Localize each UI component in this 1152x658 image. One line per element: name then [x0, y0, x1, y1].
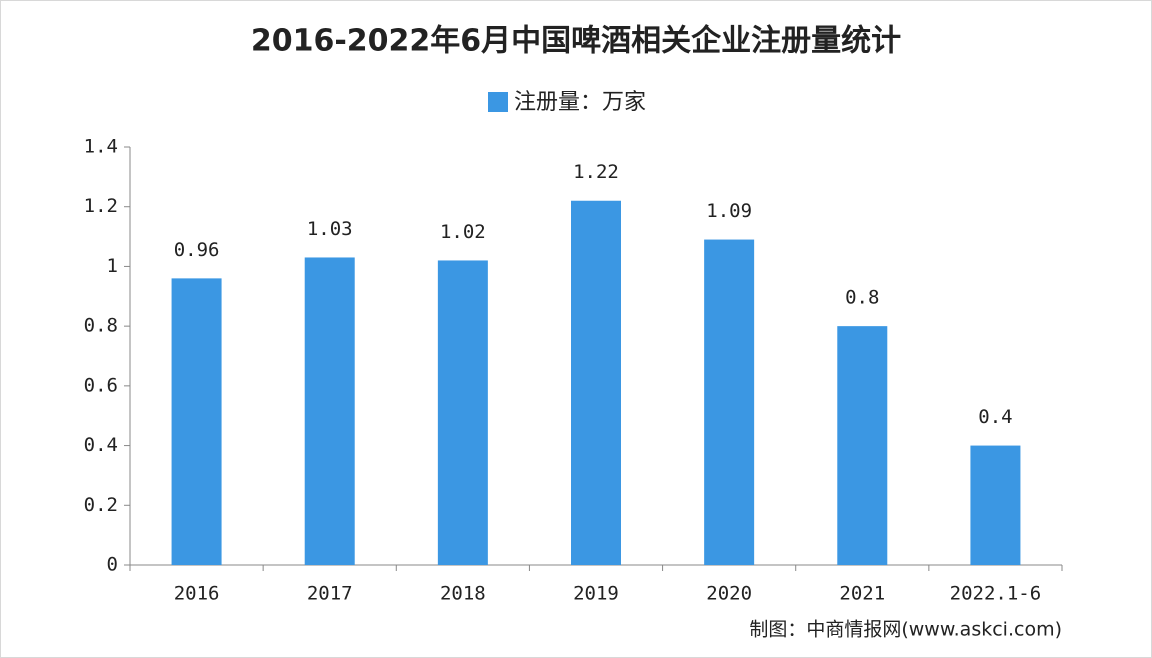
x-tick-label: 2022.1-6 — [950, 583, 1042, 605]
bar — [437, 260, 488, 565]
y-tick-label: 1.4 — [84, 136, 118, 158]
x-tick-label: 2016 — [174, 583, 220, 605]
bar — [571, 200, 621, 565]
x-tick-label: 2020 — [706, 583, 752, 605]
y-tick-label: 1 — [107, 255, 118, 277]
y-tick-label: 0 — [107, 554, 118, 576]
legend-label: 注册量：万家 — [514, 90, 646, 115]
bar — [304, 257, 355, 565]
data-label: 1.02 — [440, 221, 486, 243]
x-tick-label: 2021 — [839, 583, 885, 605]
bar — [970, 445, 1021, 565]
x-tick-label: 2017 — [307, 583, 353, 605]
y-tick-label: 0.2 — [84, 494, 118, 516]
data-label: 0.96 — [174, 239, 220, 261]
data-label: 1.03 — [307, 218, 353, 240]
data-label: 0.8 — [845, 287, 879, 309]
y-tick-label: 0.8 — [84, 315, 118, 337]
bar — [171, 278, 222, 565]
y-tick-label: 0.6 — [84, 374, 118, 396]
data-label: 0.4 — [978, 406, 1012, 428]
chart-title: 2016-2022年6月中国啤酒相关企业注册量统计 — [251, 24, 901, 59]
data-label: 1.22 — [573, 161, 619, 183]
bar — [837, 326, 888, 565]
source-note: 制图：中商情报网(www.askci.com) — [749, 619, 1062, 641]
y-tick-label: 1.2 — [84, 195, 118, 217]
x-tick-label: 2019 — [573, 583, 619, 605]
data-label: 1.09 — [706, 200, 752, 222]
legend-swatch — [488, 92, 508, 112]
x-tick-label: 2018 — [440, 583, 486, 605]
y-tick-label: 0.4 — [84, 434, 118, 456]
bar — [704, 239, 755, 566]
